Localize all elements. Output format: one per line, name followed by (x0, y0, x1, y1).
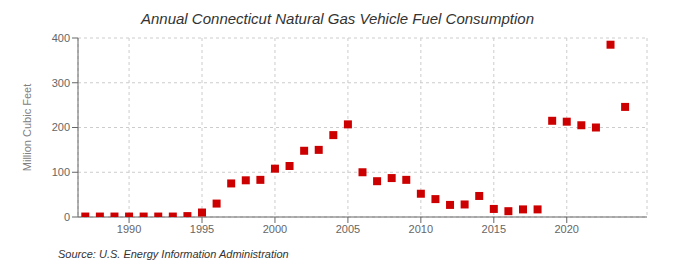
html-text:Annual Connecticut Natural Gas: Annual Connecticut Natural Gas Vehicle F… (141, 10, 534, 27)
svg-text:1995: 1995 (190, 223, 214, 235)
svg-text:2020: 2020 (555, 223, 579, 235)
svg-text:2000: 2000 (263, 223, 287, 235)
svg-text:2005: 2005 (336, 223, 360, 235)
svg-text:0: 0 (64, 211, 70, 223)
svg-text:400: 400 (52, 32, 70, 44)
svg-text:200: 200 (52, 121, 70, 133)
svg-text:2015: 2015 (482, 223, 506, 235)
html-text:Source: U.S. Energy Informatio: Source: U.S. Energy Information Administ… (58, 248, 289, 260)
svg-text:Million Cubic Feet: Million Cubic Feet (21, 84, 33, 171)
svg-text:2010: 2010 (409, 223, 433, 235)
svg-text:1990: 1990 (117, 223, 141, 235)
svg-text:300: 300 (52, 77, 70, 89)
svg-text:100: 100 (52, 166, 70, 178)
